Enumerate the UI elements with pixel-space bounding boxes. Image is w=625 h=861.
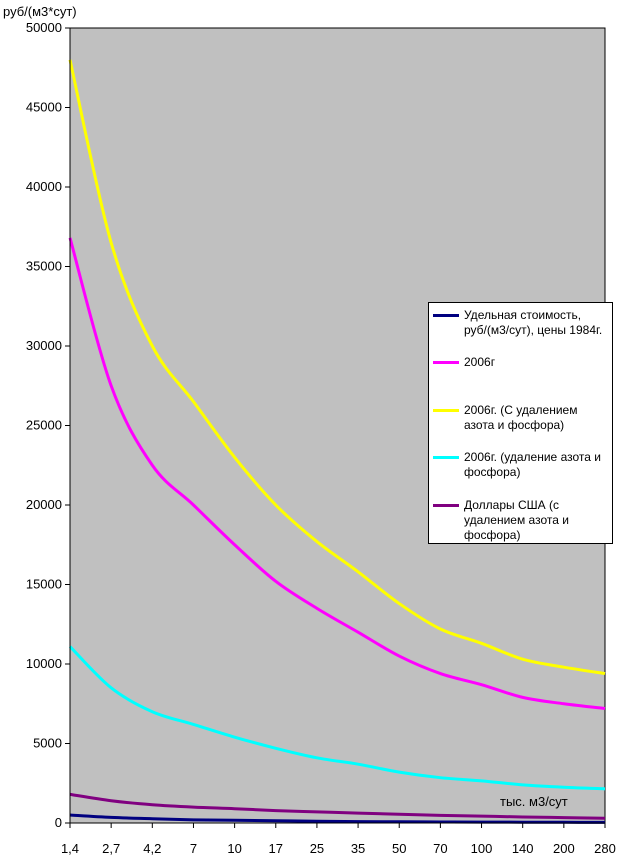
- x-tick-label: 1,4: [61, 841, 79, 856]
- legend-label: Доллары США (с удалением азота и фосфора…: [464, 498, 569, 542]
- y-tick-label: 35000: [26, 259, 62, 274]
- x-tick-label: 35: [351, 841, 365, 856]
- x-tick-label: 4,2: [143, 841, 161, 856]
- series-line-1: [68, 237, 606, 711]
- x-tick-label: 10: [227, 841, 241, 856]
- legend-swatch: [433, 504, 459, 507]
- legend-item: 2006г: [433, 355, 608, 370]
- legend-item: Удельная стоимость, руб/(м3/сут), цены 1…: [433, 308, 608, 338]
- x-tick-label: 280: [594, 841, 616, 856]
- x-tick-label: 2,7: [102, 841, 120, 856]
- series-line-3: [68, 645, 606, 791]
- y-tick-label: 45000: [26, 100, 62, 115]
- x-tick-label: 25: [310, 841, 324, 856]
- legend-label: 2006г: [464, 355, 496, 369]
- y-tick-label: 20000: [26, 497, 62, 512]
- x-tick-label: 70: [433, 841, 447, 856]
- y-axis-title: руб/(м3*сут): [3, 4, 77, 19]
- x-tick-label: 7: [190, 841, 197, 856]
- x-axis-title: тыс. м3/сут: [500, 794, 568, 809]
- x-tick-label: 140: [512, 841, 534, 856]
- series-line-2: [68, 59, 606, 676]
- y-tick-label: 0: [55, 815, 62, 830]
- y-tick-label: 10000: [26, 656, 62, 671]
- series-layer: [68, 59, 606, 824]
- legend-swatch: [433, 314, 459, 317]
- y-tick-label: 25000: [26, 418, 62, 433]
- legend-label: 2006г. (С удалением азота и фосфора): [464, 403, 578, 432]
- x-tick-label: 100: [471, 841, 493, 856]
- y-tick-label: 5000: [33, 736, 62, 751]
- legend-swatch: [433, 456, 459, 459]
- x-tick-label: 200: [553, 841, 575, 856]
- y-axis: 0 5000 10000 15000 20000 25000 30000 35000 40000…: [26, 20, 70, 830]
- legend-label: 2006г. (удаление азота и фосфора): [464, 450, 601, 479]
- legend: Удельная стоимость, руб/(м3/сут), цены 1…: [428, 302, 613, 544]
- x-axis: 1,4 2,7 4,2 7 10 17 25 35 50 70 100 140 200 280: [61, 823, 616, 856]
- y-tick-label: 15000: [26, 577, 62, 592]
- legend-item: Доллары США (с удалением азота и фосфора…: [433, 498, 608, 543]
- y-tick-label: 30000: [26, 338, 62, 353]
- y-tick-label: 50000: [26, 20, 62, 35]
- x-tick-label: 50: [392, 841, 406, 856]
- series-line-4: [69, 792, 606, 820]
- series-line-0: [69, 813, 606, 824]
- legend-item: 2006г. (С удалением азота и фосфора): [433, 403, 608, 433]
- legend-swatch: [433, 361, 459, 364]
- legend-swatch: [433, 409, 459, 412]
- y-tick-label: 40000: [26, 179, 62, 194]
- x-tick-label: 17: [269, 841, 283, 856]
- legend-item: 2006г. (удаление азота и фосфора): [433, 450, 608, 480]
- legend-label: Удельная стоимость, руб/(м3/сут), цены 1…: [464, 308, 603, 337]
